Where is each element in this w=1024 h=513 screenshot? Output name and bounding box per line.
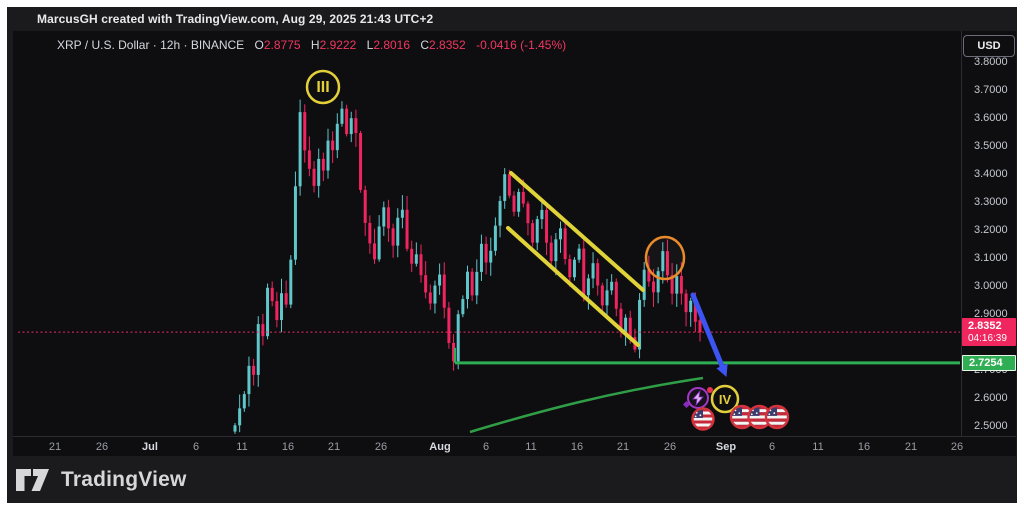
time-tick-label: 21 (904, 441, 918, 453)
time-tick-label: 16 (281, 441, 295, 453)
price-tick-label: 2.5000 (974, 420, 1008, 432)
time-tick-label: 6 (768, 441, 776, 453)
down-arrow[interactable] (690, 292, 725, 369)
ohlc-high-label: H (310, 38, 320, 52)
tradingview-app: MarcusGH created with TradingView.com, A… (7, 7, 1017, 503)
time-tick-label: 21 (48, 441, 62, 453)
time-tick-label: Aug (429, 441, 451, 453)
wave-three-circle[interactable]: III (305, 69, 341, 105)
time-tick-label: 26 (663, 441, 677, 453)
wave-four-circle[interactable]: IV (710, 384, 740, 414)
ohlc-high-value: 2.9222 (319, 38, 357, 52)
ohlc-open-value: 2.8775 (263, 38, 301, 52)
ohlc-low-value: 2.8016 (373, 38, 411, 52)
price-tick-label: 3.1000 (974, 252, 1008, 264)
time-tick-label: 6 (192, 441, 200, 453)
candlestick-series (233, 99, 702, 434)
price-tick-label: 3.6000 (974, 112, 1008, 124)
highlight-circle[interactable] (644, 235, 686, 281)
time-axis[interactable]: 21 26 Jul 6 11 16 21 26 Aug 6 11 16 21 26 Sep 6 11 16 21 26 (13, 436, 1016, 457)
price-tick-label: 3.3000 (974, 196, 1008, 208)
ohlc-close-value: 2.8352 (429, 38, 466, 52)
logo-bar: TradingView (13, 456, 1016, 503)
time-tick-label: 21 (327, 441, 341, 453)
tradingview-logo-text[interactable]: TradingView (61, 467, 187, 491)
ohlc-open-label: O (254, 38, 264, 52)
last-price-label: 2.8352 04:16:39 (962, 318, 1016, 346)
time-tick-label: 11 (525, 441, 537, 453)
price-tick-label: 2.9000 (974, 308, 1008, 320)
attribution-bar: MarcusGH created with TradingView.com, A… (37, 12, 434, 26)
time-tick-label: 6 (482, 441, 490, 453)
time-tick-label: 16 (857, 441, 871, 453)
time-tick-label: 21 (616, 441, 630, 453)
trend-curve[interactable] (469, 376, 704, 434)
price-tick-label: 2.6000 (974, 392, 1008, 404)
time-tick-label: 26 (374, 441, 388, 453)
lightning-emoji[interactable] (682, 387, 713, 409)
time-tick-label: 11 (812, 441, 824, 453)
price-tick-label: 3.8000 (974, 56, 1008, 68)
price-tick-label: 3.4000 (974, 168, 1008, 180)
descending-channel-line-upper[interactable] (509, 171, 645, 292)
us-flag-emoji[interactable] (691, 407, 715, 431)
symbol-title: XRP / U.S. Dollar · 12h · BINANCE (57, 38, 245, 52)
price-change: -0.0416 (-1.45%) (476, 38, 567, 52)
price-tick-label: 3.2000 (974, 224, 1008, 236)
ohlc-low-label: L (366, 38, 374, 52)
symbol-info-row[interactable]: XRP / U.S. Dollar · 12h · BINANCE O2.877… (57, 38, 566, 52)
us-flag-emoji[interactable] (764, 404, 790, 430)
time-tick-label: Sep (715, 441, 737, 453)
tradingview-logo-mark[interactable] (13, 466, 51, 494)
time-tick-label: 16 (570, 441, 584, 453)
price-scale-axis[interactable]: 3.8000 3.7000 3.6000 3.5000 3.4000 3.3000 3.20… (961, 31, 1017, 436)
ohlc-close-label: C (420, 38, 430, 52)
chart-panel[interactable]: III IV XRP / U.S. Dollar · 12h · BINANCE … (13, 31, 1016, 456)
currency-usd-button[interactable]: USD (963, 35, 1015, 57)
price-tick-label: 3.0000 (974, 280, 1008, 292)
candlestick-chart[interactable]: III IV (13, 31, 1016, 456)
svg-text:III: III (316, 79, 329, 96)
time-tick-label: 11 (236, 441, 248, 453)
candle-countdown: 04:16:39 (968, 333, 1007, 344)
time-tick-label: 26 (95, 441, 109, 453)
price-tick-label: 3.7000 (974, 84, 1008, 96)
down-arrow-head (716, 363, 728, 377)
time-tick-label: Jul (142, 441, 158, 453)
descending-channel-line-lower[interactable] (506, 226, 640, 347)
last-price-value: 2.8352 (968, 320, 1002, 332)
time-tick-label: 26 (950, 441, 964, 453)
support-level-label: 2.7254 (962, 355, 1016, 371)
svg-text:IV: IV (719, 392, 732, 407)
price-tick-label: 3.5000 (974, 140, 1008, 152)
